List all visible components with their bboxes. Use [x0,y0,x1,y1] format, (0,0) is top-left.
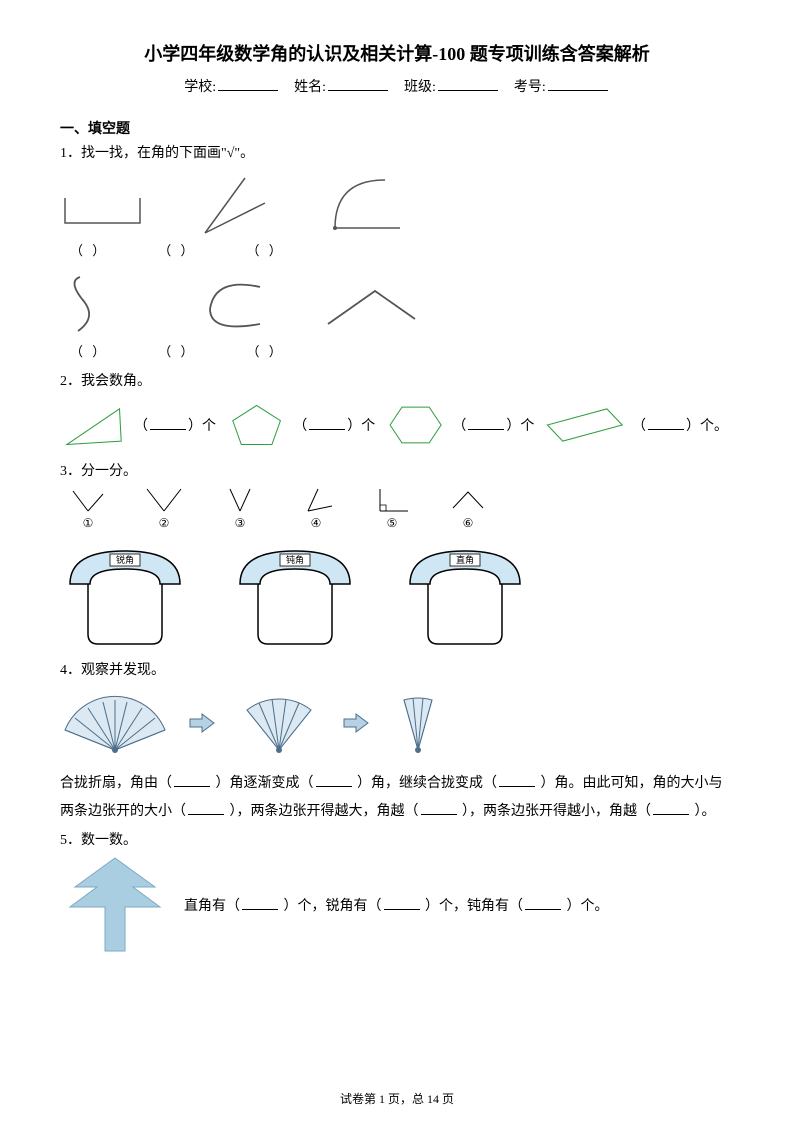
q5-d: ）个。 [567,899,609,914]
q3-angle-2: ② [144,486,184,531]
blank-examno[interactable] [548,76,608,91]
q3-label-2: ② [159,516,170,531]
q3-label-3: ③ [235,516,246,531]
q4-blank-3[interactable] [499,772,535,787]
q2-paren-r-3: ）个 [506,415,534,435]
q2-rhombus [544,400,626,450]
q1-paren-2[interactable]: （ ） [158,240,196,259]
q3-angle-6: ⑥ [448,486,488,531]
q2-row: （ ）个 （ ）个 （ ）个 （ ）个。 [60,396,734,454]
q2-paren-l-2: （ [293,415,307,435]
q1-paren-1[interactable]: （ ） [70,240,108,259]
blank-class[interactable] [438,76,498,91]
blank-school[interactable] [218,76,278,91]
q4-b: ）角逐渐变成（ [216,776,314,791]
q2-triangle [60,396,128,454]
section-1-heading: 一、填空题 [60,118,734,138]
q2-blank-4[interactable] [648,415,684,430]
q3-angle-5: ⑤ [372,486,412,531]
q5-blank-1[interactable] [242,895,278,910]
q3-angles: ① ② ③ ④ ⑤ ⑥ [68,486,734,531]
q4-fan-1 [60,685,170,760]
label-examno: 考号: [514,80,546,95]
label-name: 姓名: [294,80,326,95]
q1-shape-5 [190,269,280,339]
q5-row: 直角有（ ）个，锐角有（ ）个，钝角有（ ）个。 [60,855,734,955]
q1-paren-4[interactable]: （ ） [70,341,108,360]
q1-shape-6 [320,269,420,339]
q3-house-label-1: 锐角 [116,554,134,565]
label-class: 班级: [404,80,436,95]
q3-house-right: 直角 [400,539,530,649]
q3-angle-4: ④ [296,486,336,531]
q5-c: ）个，钝角有（ [425,899,523,914]
q2-paren-l-4: （ [632,415,646,435]
label-school: 学校: [184,80,216,95]
q4-blank-4[interactable] [188,800,224,815]
q4-blank-5[interactable] [421,800,457,815]
q5-blank-3[interactable] [525,895,561,910]
q2-paren-r-4: ）个 [686,415,714,435]
q3-house-label-3: 直角 [456,554,474,565]
q1-shape-3 [320,168,410,238]
q3-label-1: ① [83,516,94,531]
q3-house-label-2: 钝角 [286,554,304,565]
q3-text: 3．分一分。 [60,460,734,480]
q2-paren-l-3: （ [452,415,466,435]
q5-text: 5．数一数。 [60,829,734,849]
q4-f: ），两条边张开得越小，角越（ [462,804,651,819]
q4-row [60,685,734,760]
q4-fan-2 [234,685,324,760]
q4-c: ）角，继续合拢变成（ [357,776,497,791]
q2-text: 2．我会数角。 [60,370,734,390]
q1-shapes-row-1 [60,168,734,238]
q3-house-acute: 锐角 [60,539,190,649]
q1-shape-2 [190,168,280,238]
q2-blank-3[interactable] [468,415,504,430]
arrow-icon-2 [342,711,370,735]
q5-blank-2[interactable] [384,895,420,910]
q4-a: 合拢折扇，角由（ [60,776,172,791]
q3-angle-1: ① [68,486,108,531]
q3-label-6: ⑥ [463,516,474,531]
q4-blank-2[interactable] [316,772,352,787]
q1-paren-row-2: （ ） （ ） （ ） [70,341,734,360]
q3-label-4: ④ [311,516,322,531]
q5-a: 直角有（ [184,899,240,914]
q2-hexagon [385,396,446,454]
blank-name[interactable] [328,76,388,91]
q2-paren-r-1: ）个 [188,415,216,435]
q1-shape-4 [60,269,150,339]
q1-text: 1．找一找，在角的下面画"√"。 [60,142,734,162]
q2-paren-r-2: ）个 [347,415,375,435]
page-footer: 试卷第 1 页，总 14 页 [0,1090,794,1107]
q1-paren-5[interactable]: （ ） [158,341,196,360]
q1-shapes-row-2 [60,269,734,339]
q5-body: 直角有（ ）个，锐角有（ ）个，钝角有（ ）个。 [184,895,609,915]
q4-body: 合拢折扇，角由（ ）角逐渐变成（ ）角，继续合拢变成（ ）角。由此可知，角的大小… [60,770,734,826]
q1-shape-1 [60,178,150,238]
q4-e: ），两条边张开得越大，角越（ [230,804,419,819]
q4-fan-3 [388,685,448,760]
q2-paren-l-1: （ [134,415,148,435]
q4-blank-6[interactable] [653,800,689,815]
q1-paren-3[interactable]: （ ） [247,240,285,259]
info-line: 学校: 姓名: 班级: 考号: [60,76,734,96]
arrow-icon-1 [188,711,216,735]
q5-arrow-shape [60,855,170,955]
q3-house-obtuse: 钝角 [230,539,360,649]
q4-blank-1[interactable] [174,772,210,787]
q1-paren-6[interactable]: （ ） [247,341,285,360]
q2-blank-2[interactable] [309,415,345,430]
q4-text: 4．观察并发现。 [60,659,734,679]
q5-b: ）个，锐角有（ [284,899,382,914]
q3-label-5: ⑤ [387,516,398,531]
q4-g: ）。 [695,804,716,819]
page-title: 小学四年级数学角的认识及相关计算-100 题专项训练含答案解析 [60,40,734,66]
q1-paren-row-1: （ ） （ ） （ ） [70,240,734,259]
q3-houses: 锐角 钝角 直角 [60,539,734,649]
q2-blank-1[interactable] [150,415,186,430]
q3-angle-3: ③ [220,486,260,531]
q2-pentagon [226,396,287,454]
